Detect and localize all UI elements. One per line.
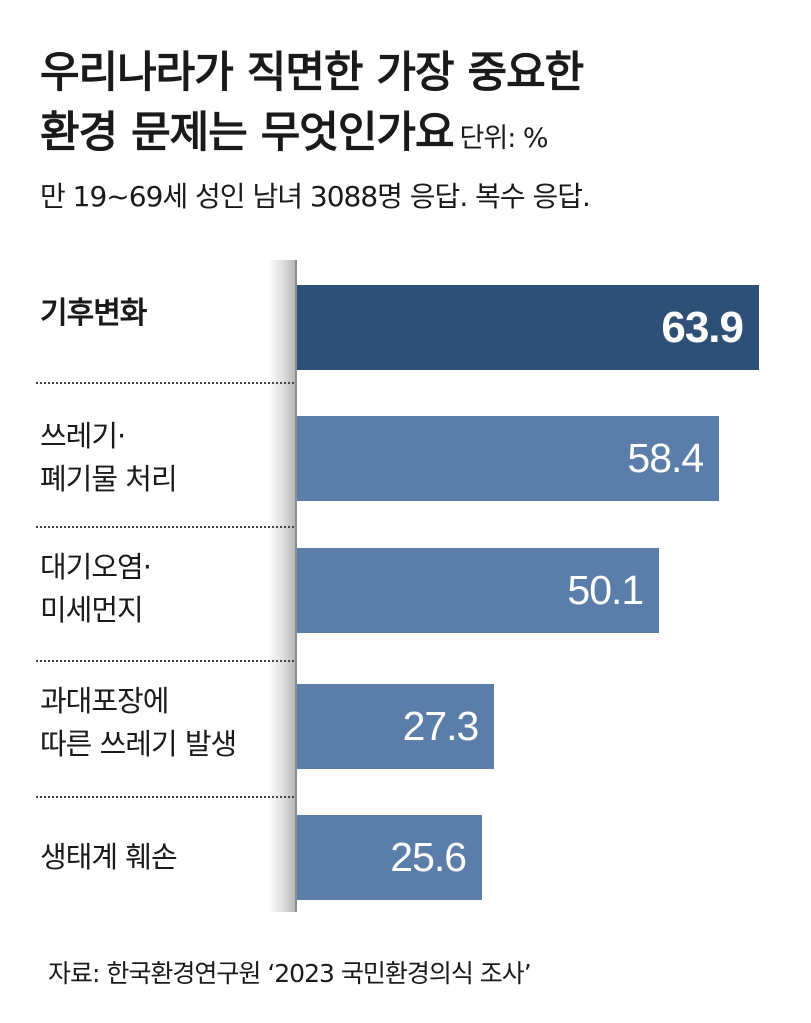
bar-5: 25.6 [297, 815, 483, 900]
value-label-4: 27.3 [402, 703, 480, 749]
value-label-3: 50.1 [567, 567, 644, 613]
category-label-4-line-2: 따른 쓰레기 발생 [40, 727, 237, 761]
row-divider-1 [36, 382, 294, 384]
value-label-1: 63.9 [661, 303, 744, 352]
axis-shadow [268, 260, 296, 912]
category-label-1: 기후변화 [40, 292, 280, 335]
category-label-4-line-1: 과대포장에 [40, 684, 169, 718]
category-label-2-line-2: 폐기물 처리 [40, 462, 178, 496]
category-label-2: 쓰레기· 폐기물 처리 [40, 415, 280, 501]
category-label-2-line-1: 쓰레기· [40, 419, 126, 453]
category-label-1-line-1: 기후변화 [40, 296, 147, 331]
chart-title-line-2-text: 환경 문제는 무엇인가요 [40, 108, 455, 158]
axis-line [295, 260, 297, 912]
value-label-5: 25.6 [390, 834, 467, 880]
category-label-3: 대기오염· 미세먼지 [40, 546, 280, 632]
row-divider-4 [36, 796, 294, 798]
bar-1: 63.9 [297, 285, 759, 370]
bar-4: 27.3 [297, 684, 495, 769]
value-label-2: 58.4 [627, 435, 704, 481]
category-label-5: 생태계 훼손 [40, 836, 280, 879]
chart-subtitle: 만 19~69세 성인 남녀 3088명 응답. 복수 응답. [40, 180, 591, 213]
category-label-5-line-1: 생태계 훼손 [40, 840, 178, 874]
bar-2: 58.4 [297, 416, 720, 501]
chart-title-line-2: 환경 문제는 무엇인가요 단위: % [40, 112, 549, 155]
row-divider-2 [36, 526, 294, 528]
category-label-3-line-1: 대기오염· [40, 550, 152, 584]
category-label-3-line-2: 미세먼지 [40, 593, 144, 627]
unit-label: 단위: % [459, 123, 549, 154]
row-divider-3 [36, 660, 294, 662]
chart-title-line-1: 우리나라가 직면한 가장 중요한 [40, 48, 584, 98]
bar-3: 50.1 [297, 548, 660, 633]
source-note: 자료: 한국환경연구원 ‘2023 국민환경의식 조사’ [48, 959, 532, 988]
